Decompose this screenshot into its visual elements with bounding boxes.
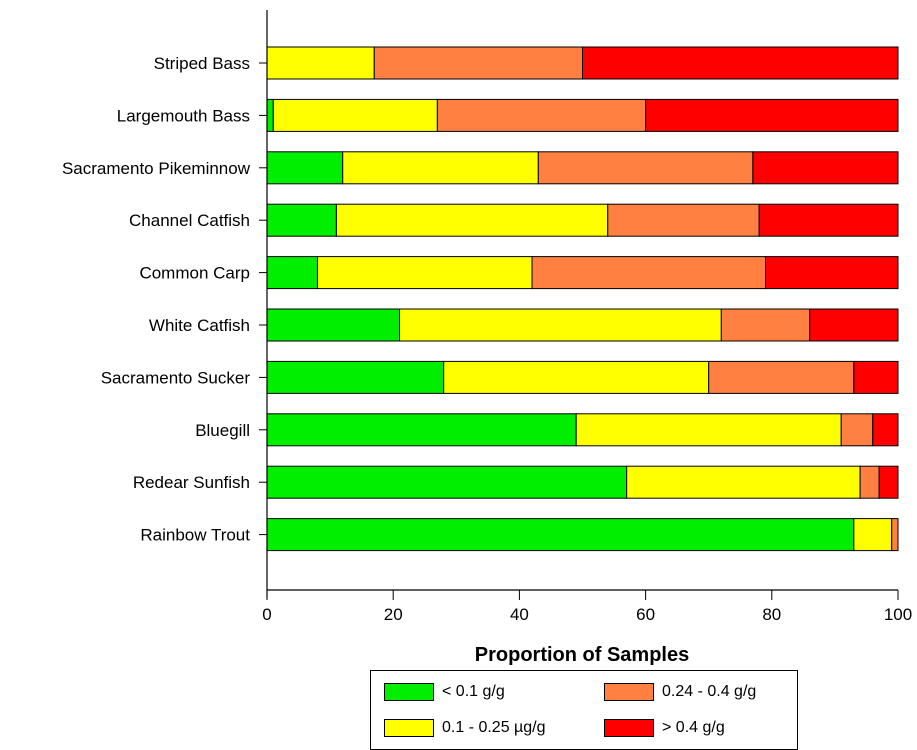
bar-segment xyxy=(840,413,874,447)
bar-segment xyxy=(266,465,628,499)
x-tick-label: 0 xyxy=(262,605,271,624)
bar-segment xyxy=(436,98,647,132)
bar-segment xyxy=(537,151,754,185)
bar-segment xyxy=(607,203,760,237)
legend: < 0.1 g/g 0.24 - 0.4 g/g 0.1 - 0.25 µg/g… xyxy=(370,670,798,750)
bar-segment xyxy=(809,308,899,342)
bar-segment xyxy=(272,98,438,132)
axes-group: Striped Bass Largemouth Bass Sacramento Pi… xyxy=(62,10,912,624)
bar-segment xyxy=(266,518,855,552)
bar-segment xyxy=(266,256,318,290)
legend-item: 0.1 - 0.25 µg/g xyxy=(384,719,546,737)
x-tick-label: 20 xyxy=(384,605,403,624)
x-tick-label: 100 xyxy=(884,605,912,624)
bar-segment xyxy=(891,518,899,552)
bar-segment xyxy=(373,46,583,80)
bar-segment xyxy=(575,413,842,447)
x-axis-title: Proportion of Samples xyxy=(475,644,689,666)
category-label: Largemouth Bass xyxy=(117,106,250,125)
bar-segment xyxy=(645,98,899,132)
category-label: Sacramento Sucker xyxy=(101,368,251,387)
bar-segment xyxy=(266,203,337,237)
x-tick-label: 60 xyxy=(636,605,655,624)
legend-item: 0.24 - 0.4 g/g xyxy=(604,683,756,701)
category-label: White Catfish xyxy=(149,316,250,335)
bar-segment xyxy=(708,360,855,394)
category-label: Rainbow Trout xyxy=(140,526,250,545)
stacked-bar-chart: Striped Bass Largemouth Bass Sacramento Pi… xyxy=(62,10,912,666)
bar-segment xyxy=(878,465,899,499)
bar-segment xyxy=(443,360,710,394)
x-tick-label: 40 xyxy=(510,605,529,624)
bar-segment xyxy=(266,308,401,342)
legend-label: > 0.4 g/g xyxy=(662,719,725,736)
legend-label: 0.1 - 0.25 µg/g xyxy=(442,719,546,736)
bar-segment xyxy=(752,151,899,185)
bar-segment xyxy=(720,308,811,342)
legend-item: > 0.4 g/g xyxy=(604,719,725,737)
bar-segment xyxy=(764,256,899,290)
legend-swatch xyxy=(604,683,654,701)
category-label: Redear Sunfish xyxy=(133,473,250,492)
legend-item: < 0.1 g/g xyxy=(384,683,505,701)
category-label: Common Carp xyxy=(139,264,250,283)
bar-segment xyxy=(266,151,344,185)
bar-segment xyxy=(859,465,880,499)
bar-segment xyxy=(853,360,899,394)
category-label: Sacramento Pikeminnow xyxy=(62,159,251,178)
bar-segment xyxy=(399,308,722,342)
bar-segment xyxy=(342,151,539,185)
bar-segment xyxy=(531,256,766,290)
category-label: Channel Catfish xyxy=(129,211,250,230)
legend-swatch xyxy=(384,719,434,737)
bar-segment xyxy=(582,46,899,80)
bar-segment xyxy=(316,256,533,290)
bar-segment xyxy=(853,518,893,552)
bar-segment xyxy=(758,203,899,237)
legend-label: < 0.1 g/g xyxy=(442,683,505,700)
bar-segment xyxy=(266,46,375,80)
bar-segment xyxy=(266,360,445,394)
bars-group xyxy=(266,46,899,552)
bar-segment xyxy=(335,203,609,237)
legend-swatch xyxy=(604,719,654,737)
legend-swatch xyxy=(384,683,434,701)
x-tick-label: 80 xyxy=(762,605,781,624)
bar-segment xyxy=(626,465,861,499)
bar-segment xyxy=(266,413,577,447)
bar-segment xyxy=(872,413,899,447)
legend-label: 0.24 - 0.4 g/g xyxy=(662,683,757,700)
bar-segment xyxy=(266,98,274,132)
category-label: Bluegill xyxy=(195,421,250,440)
category-label: Striped Bass xyxy=(154,54,250,73)
